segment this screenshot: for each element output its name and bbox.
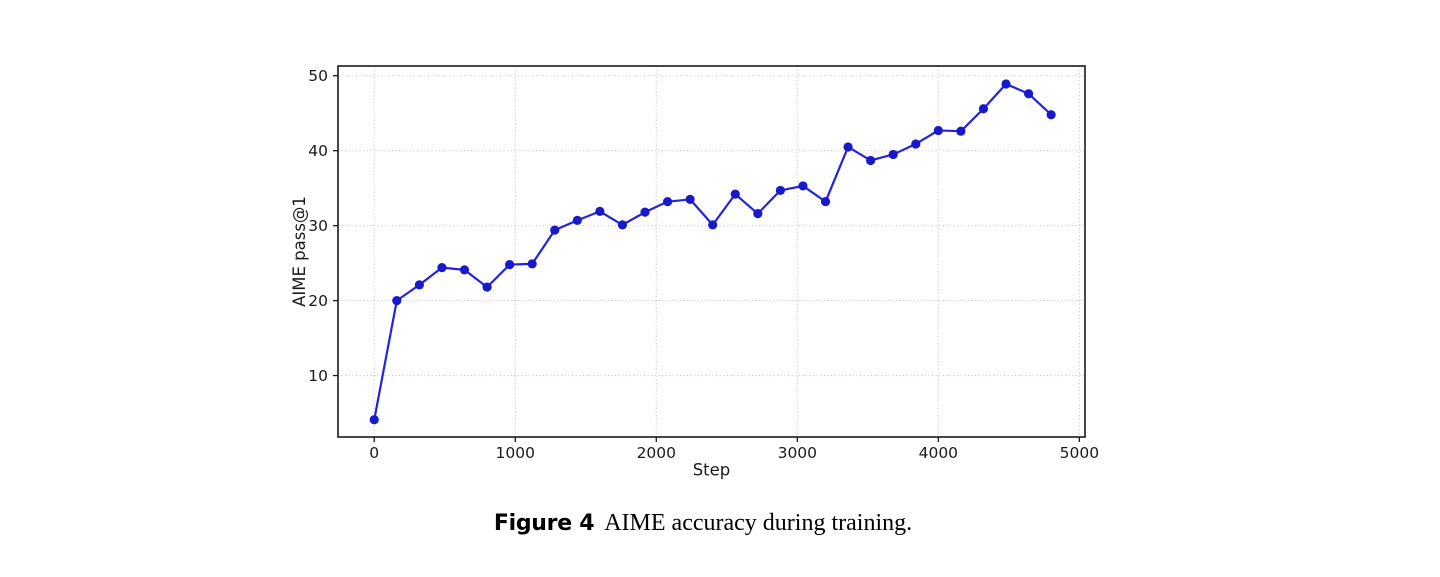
data-point [595,206,605,216]
data-point [527,259,537,269]
x-tick-label: 3000 [778,444,817,462]
data-point [685,194,695,205]
y-tick-label: 30 [308,217,328,235]
plot-border [337,65,1086,438]
data-point [437,263,447,273]
figure-caption-text: AIME accuracy during training. [604,510,913,536]
data-point [1001,79,1011,89]
data-point [798,181,808,191]
x-tick-label: 2000 [637,444,676,462]
data-point [369,415,379,425]
x-tick-label: 4000 [919,444,958,462]
data-point [911,139,921,149]
data-point [866,155,876,166]
data-point [1046,110,1056,120]
x-tick-label: 5000 [1060,444,1099,462]
data-point [482,282,492,292]
data-point [820,197,831,207]
y-tick-label: 20 [308,292,328,310]
data-point [617,220,628,230]
data-point [550,225,560,235]
data-point [414,280,424,290]
y-tick-label: 40 [308,142,328,160]
data-point [753,209,763,219]
data-point [1023,89,1034,99]
data-point [956,126,966,136]
figure-caption-label: Figure 4 [493,511,595,536]
y-tick-label: 10 [308,367,328,385]
series-line [373,82,1053,421]
data-point [392,295,402,306]
data-point [708,220,718,230]
data-point [662,197,673,207]
y-tick-label: 50 [308,67,328,85]
x-tick-label: 0 [369,444,379,462]
x-tick-label: 1000 [496,444,535,462]
data-point [933,125,943,136]
data-point [505,260,515,270]
data-point [843,142,853,152]
data-point [459,265,470,275]
y-axis-label: AIME pass@1 [290,196,309,307]
figure-caption: Figure 4 AIME accuracy during training. [0,510,1406,537]
data-point [572,215,582,225]
data-point [978,104,989,114]
data-point [640,207,650,217]
data-point [775,185,785,196]
aime-accuracy-chart: 0 1000 2000 3000 4000 5000 10 20 30 40 50 Step AIME … [290,65,1099,480]
data-point [730,189,740,199]
data-point [888,149,898,160]
x-axis-label: Step [693,461,731,480]
